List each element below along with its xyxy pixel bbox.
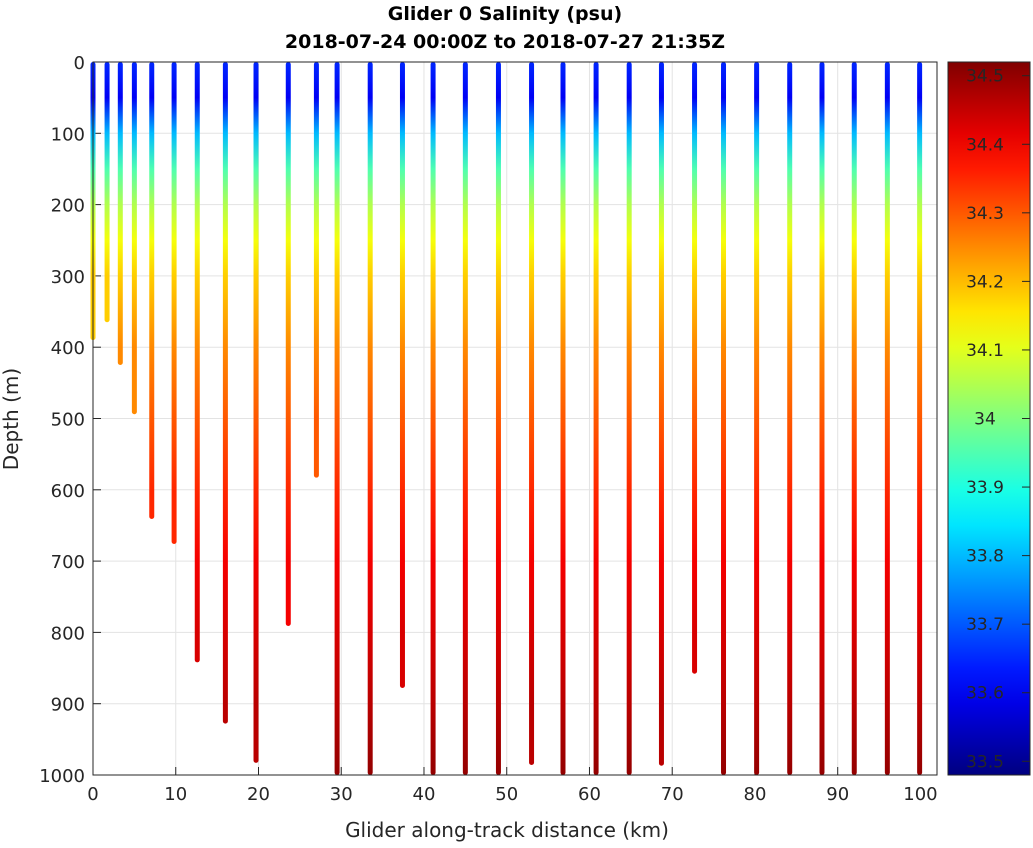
salinity-profile [560,62,566,775]
colorbar-tick-label: 33.5 [966,752,1004,772]
salinity-profile [884,62,890,775]
salinity-profile [430,62,436,775]
x-tick-label: 60 [578,784,601,805]
salinity-profile [194,62,200,663]
y-tick-label: 300 [51,267,85,288]
colorbar-tick-label: 33.7 [966,615,1004,635]
salinity-profile [754,62,760,775]
colorbar-tick-label: 33.9 [966,478,1004,498]
y-axis-label: Depth (m) [0,368,23,470]
x-tick-label: 80 [744,784,767,805]
x-tick-labels: 0 10 20 30 40 50 60 70 80 90 100 [87,784,937,805]
salinity-profile [253,62,259,763]
salinity-profile [721,62,727,775]
y-tick-labels: 0 100 200 300 400 500 600 700 800 900 1000 [39,53,85,787]
colorbar-tick-label: 34.5 [966,67,1004,87]
x-tick-label: 30 [330,784,353,805]
salinity-profile [787,62,793,775]
y-tick-label: 1000 [39,766,85,787]
salinity-profile [626,62,632,775]
salinity-profile [692,62,698,674]
y-tick-label: 400 [51,338,85,359]
salinity-profile [171,62,177,544]
profiles [90,62,923,775]
y-tick-label: 200 [51,196,85,217]
y-tick-label: 700 [51,552,85,573]
x-tick-label: 40 [413,784,436,805]
y-tick-label: 500 [51,410,85,431]
x-axis-label: Glider along-track distance (km) [345,818,669,842]
y-tick-label: 600 [51,481,85,502]
salinity-profile [285,62,291,626]
x-tick-label: 10 [164,784,187,805]
chart-subtitle: 2018-07-24 00:00Z to 2018-07-27 21:35Z [285,31,725,53]
salinity-profile [819,62,825,775]
colorbar-tick-label: 33.6 [966,684,1004,704]
salinity-profile [462,62,468,775]
x-tick-label: 90 [826,784,849,805]
x-tick-label: 0 [87,784,98,805]
x-tick-label: 70 [661,784,684,805]
colorbar-tick-label: 34.1 [966,341,1004,361]
salinity-profile [529,62,535,766]
x-tick-label: 50 [495,784,518,805]
salinity-profile [222,62,228,724]
colorbar-tick-labels: 33.5 33.6 33.7 33.8 33.9 34 34.1 34.2 34.3 34.4 34… [966,67,1030,772]
salinity-profile [399,62,405,689]
x-tick-label: 20 [247,784,270,805]
salinity-profile [658,62,664,766]
colorbar-tick-label: 34.2 [966,272,1004,292]
plot-frame [92,61,938,776]
colorbar-tick-label: 34.4 [966,135,1004,155]
colorbar-tick-label: 34 [974,410,996,430]
salinity-profile [149,62,155,520]
salinity-profile [104,62,110,323]
y-tick-label: 900 [51,695,85,716]
colorbar [947,61,1031,776]
x-tick-label: 100 [903,784,937,805]
colorbar-tick-label: 33.8 [966,547,1004,567]
salinity-profile [917,62,923,775]
y-tick-label: 800 [51,623,85,644]
salinity-profile [334,62,340,775]
colorbar-tick-label: 34.3 [966,204,1004,224]
chart-title: Glider 0 Salinity (psu) [388,3,622,25]
salinity-profile [117,62,123,366]
salinity-profile [495,62,501,775]
salinity-profile [313,62,319,478]
salinity-profile [367,62,373,775]
salinity-profile [851,62,857,775]
salinity-profile [131,62,137,415]
y-tick-label: 0 [74,53,85,74]
y-tick-label: 100 [51,124,85,145]
salinity-profile [593,62,599,775]
